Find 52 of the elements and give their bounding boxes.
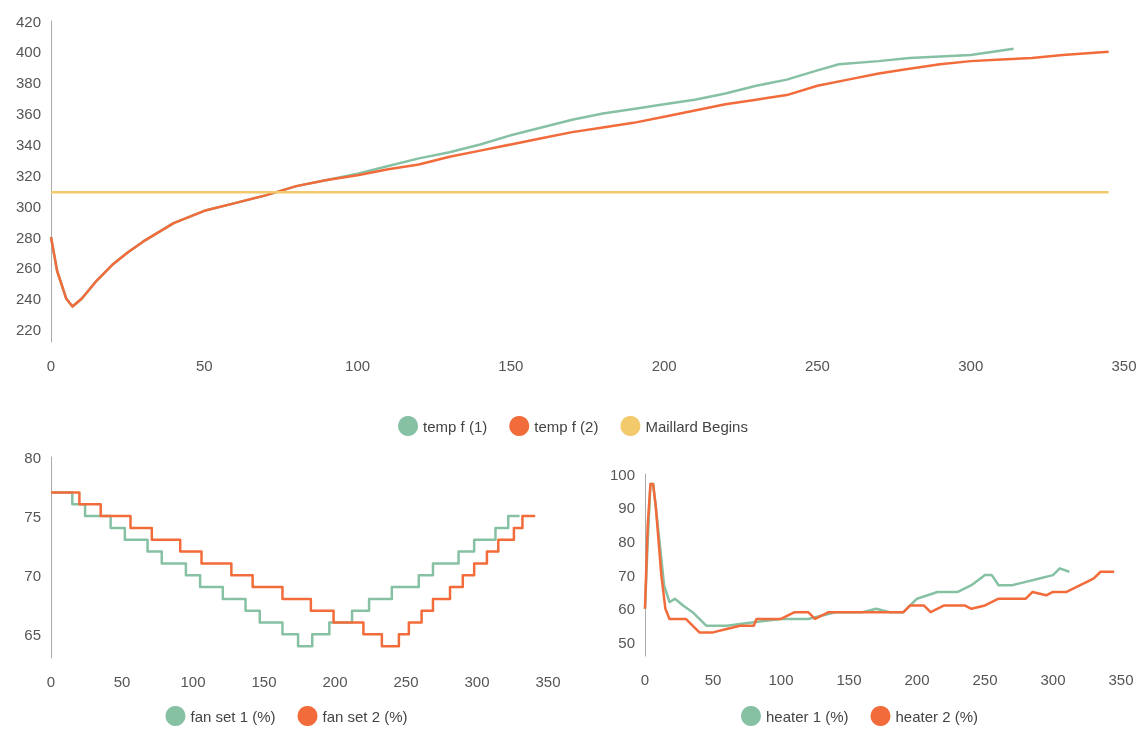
y-tick-label: 280 bbox=[15, 228, 41, 246]
x-tick-label: 350 bbox=[535, 673, 561, 690]
x-tick-label: 300 bbox=[958, 357, 984, 374]
x-tick-label: 200 bbox=[322, 673, 348, 690]
y-tick-label: 60 bbox=[618, 600, 635, 618]
y-tick-label: 420 bbox=[15, 12, 41, 30]
x-tick-label: 200 bbox=[904, 671, 930, 688]
x-tick-label: 50 bbox=[704, 671, 722, 688]
y-tick-label: 320 bbox=[15, 166, 41, 184]
y-tick-label: 75 bbox=[24, 507, 41, 525]
legend-label: Maillard Begins bbox=[645, 417, 748, 435]
x-tick-label: 150 bbox=[251, 673, 277, 690]
x-tick-label: 50 bbox=[195, 357, 213, 374]
x-tick-label: 100 bbox=[768, 671, 794, 688]
x-tick-label: 150 bbox=[498, 357, 524, 374]
legend-label: fan set 1 (%) bbox=[190, 707, 276, 725]
x-tick-label: 0 bbox=[640, 671, 650, 688]
x-tick-label: 300 bbox=[1040, 671, 1066, 688]
x-tick-label: 100 bbox=[345, 357, 371, 374]
x-tick-label: 250 bbox=[804, 357, 830, 374]
x-tick-label: 0 bbox=[46, 357, 56, 374]
y-tick-label: 90 bbox=[618, 499, 635, 517]
y-tick-label: 340 bbox=[15, 135, 41, 153]
legend-label: heater 1 (%) bbox=[765, 707, 849, 725]
y-tick-label: 260 bbox=[15, 259, 41, 277]
x-tick-label: 250 bbox=[393, 673, 419, 690]
y-tick-label: 65 bbox=[24, 625, 41, 643]
x-tick-label: 350 bbox=[1111, 357, 1137, 374]
x-tick-label: 350 bbox=[1108, 671, 1134, 688]
y-tick-label: 220 bbox=[15, 321, 41, 339]
legend-label: temp f (1) bbox=[423, 417, 488, 435]
y-tick-label: 100 bbox=[609, 465, 635, 483]
x-tick-label: 0 bbox=[46, 673, 56, 690]
y-tick-label: 400 bbox=[15, 43, 41, 61]
x-tick-label: 300 bbox=[464, 673, 490, 690]
y-tick-label: 70 bbox=[618, 566, 635, 584]
legend-label: fan set 2 (%) bbox=[322, 707, 408, 725]
y-tick-label: 360 bbox=[15, 105, 41, 123]
y-tick-label: 70 bbox=[24, 566, 41, 584]
legend-label: heater 2 (%) bbox=[895, 707, 979, 725]
legend-label: temp f (2) bbox=[534, 417, 599, 435]
y-tick-label: 80 bbox=[618, 532, 635, 550]
x-tick-label: 250 bbox=[972, 671, 998, 688]
y-tick-label: 300 bbox=[15, 197, 41, 215]
x-tick-label: 150 bbox=[836, 671, 862, 688]
y-tick-label: 380 bbox=[15, 74, 41, 92]
y-tick-label: 240 bbox=[15, 290, 41, 308]
x-tick-label: 200 bbox=[651, 357, 677, 374]
y-tick-label: 80 bbox=[24, 448, 41, 466]
x-tick-label: 50 bbox=[113, 673, 131, 690]
y-tick-label: 50 bbox=[618, 634, 635, 652]
x-tick-label: 100 bbox=[180, 673, 206, 690]
